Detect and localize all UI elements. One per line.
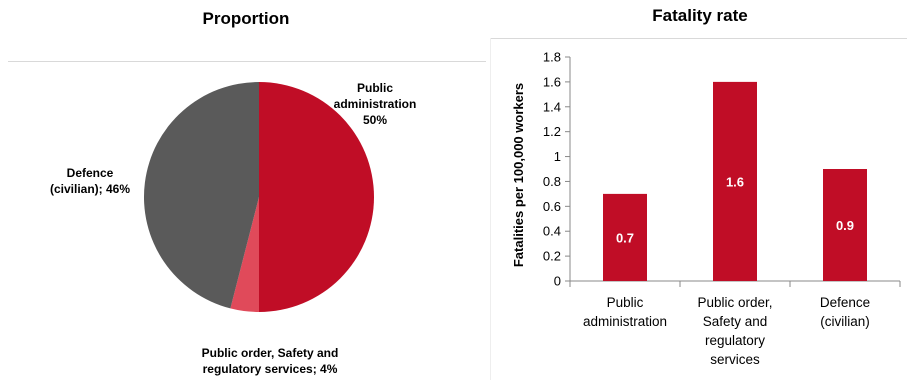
pie-label-line: 50% <box>362 113 388 127</box>
pie-label-line: administration <box>333 97 417 111</box>
bar-data-label: 1.6 <box>726 174 744 189</box>
pie-label-line: Public order, Safety and <box>201 346 339 360</box>
pie-label-line: Public <box>356 81 393 95</box>
bar-data-label: 0.9 <box>836 218 854 233</box>
x-category-label: Defence <box>820 295 870 310</box>
x-category-label: (civilian) <box>820 314 870 329</box>
y-tick-label: 1.6 <box>543 74 561 89</box>
x-category-label: Public <box>607 295 644 310</box>
pie-label-defence: Defence (civilian); 46% <box>40 165 140 197</box>
y-axis-label: Fatalities per 100,000 workers <box>511 83 526 267</box>
y-tick-label: 1.4 <box>543 99 561 114</box>
bar-divider <box>490 38 907 39</box>
y-tick-label: 0.2 <box>543 249 561 264</box>
x-category-label: Safety and <box>703 314 768 329</box>
pie-label-public-order: Public order, Safety and regulatory serv… <box>175 345 365 377</box>
bar-data-label: 0.7 <box>616 230 634 245</box>
pie-label-line: Defence <box>66 166 114 180</box>
y-tick-label: 0.4 <box>543 224 561 239</box>
bar-chart-title: Fatality rate <box>652 6 748 25</box>
y-tick-label: 1.8 <box>543 50 561 65</box>
panel-divider <box>490 38 491 380</box>
y-tick-label: 0 <box>554 274 561 289</box>
pie-label-public-administration: Public administration 50% <box>330 80 420 128</box>
pie-slice-1 <box>230 197 259 312</box>
x-category-label: services <box>710 352 760 367</box>
x-category-label: administration <box>583 314 667 329</box>
y-tick-label: 1.2 <box>543 124 561 139</box>
pie-slice-0 <box>259 82 374 312</box>
x-category-label: Public order, <box>697 295 772 310</box>
pie-label-line: (civilian); 46% <box>49 182 131 196</box>
x-category-label: regulatory <box>705 333 765 348</box>
pie-label-line: regulatory services; 4% <box>202 362 338 376</box>
bar-1 <box>713 81 757 281</box>
pie-divider <box>8 61 486 62</box>
bar-2 <box>823 169 867 281</box>
y-tick-label: 0.8 <box>543 174 561 189</box>
pie-chart-title: Proportion <box>202 9 290 28</box>
y-tick-label: 0.6 <box>543 199 561 214</box>
bar-0 <box>603 193 647 281</box>
y-tick-label: 1 <box>554 149 561 164</box>
pie-slice-2 <box>143 82 259 309</box>
